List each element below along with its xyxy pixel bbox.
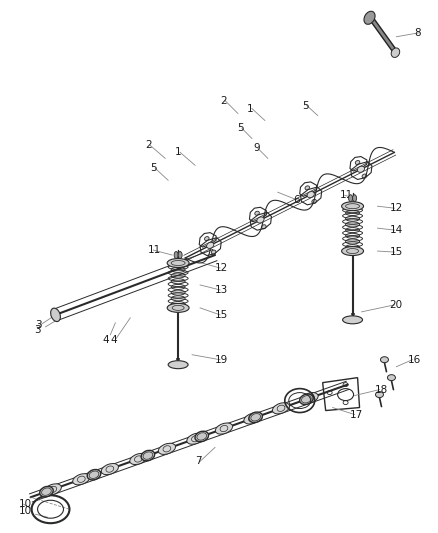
Ellipse shape (357, 166, 364, 172)
Ellipse shape (158, 443, 176, 455)
Ellipse shape (355, 160, 360, 165)
Text: 14: 14 (389, 225, 403, 235)
Ellipse shape (187, 433, 204, 445)
Text: 10: 10 (19, 506, 32, 516)
Ellipse shape (215, 423, 233, 434)
Text: 19: 19 (215, 354, 228, 365)
Ellipse shape (168, 361, 188, 369)
Ellipse shape (342, 247, 364, 255)
Ellipse shape (353, 195, 357, 201)
Ellipse shape (381, 357, 389, 362)
Ellipse shape (364, 11, 375, 25)
Ellipse shape (87, 470, 101, 480)
Ellipse shape (40, 487, 53, 497)
Ellipse shape (349, 195, 353, 201)
Ellipse shape (130, 454, 147, 465)
Ellipse shape (207, 243, 214, 248)
Ellipse shape (272, 403, 290, 414)
Text: 6: 6 (293, 195, 300, 205)
Text: 1: 1 (247, 103, 254, 114)
Text: 17: 17 (350, 409, 363, 419)
Text: 2: 2 (145, 140, 152, 150)
Text: 2: 2 (220, 95, 226, 106)
Ellipse shape (141, 450, 155, 461)
Text: 20: 20 (389, 300, 403, 310)
Ellipse shape (174, 252, 178, 259)
Text: 10: 10 (19, 499, 32, 509)
Ellipse shape (101, 464, 118, 475)
Text: 15: 15 (389, 247, 403, 257)
Ellipse shape (51, 308, 60, 321)
Ellipse shape (343, 316, 363, 324)
Text: 5: 5 (150, 163, 157, 173)
Ellipse shape (342, 201, 364, 211)
Ellipse shape (167, 303, 189, 312)
Text: 13: 13 (215, 285, 228, 295)
Ellipse shape (205, 237, 209, 240)
Text: 12: 12 (389, 203, 403, 213)
Text: 4: 4 (110, 335, 117, 345)
Ellipse shape (244, 413, 261, 424)
Ellipse shape (212, 250, 216, 254)
Text: 3: 3 (34, 325, 41, 335)
Text: 11: 11 (339, 190, 353, 200)
Text: 8: 8 (414, 28, 421, 38)
Text: 7: 7 (195, 456, 202, 466)
Ellipse shape (362, 174, 367, 178)
Ellipse shape (312, 199, 316, 204)
Text: 4: 4 (102, 335, 109, 345)
Ellipse shape (300, 394, 313, 405)
Ellipse shape (255, 211, 259, 215)
Ellipse shape (257, 217, 264, 223)
Text: 12: 12 (215, 263, 228, 273)
Ellipse shape (301, 393, 318, 403)
Ellipse shape (249, 412, 262, 423)
Text: 15: 15 (215, 310, 228, 320)
Ellipse shape (375, 392, 384, 398)
Ellipse shape (391, 48, 400, 58)
Text: 5: 5 (302, 101, 308, 110)
Ellipse shape (44, 484, 61, 495)
Text: 9: 9 (253, 143, 260, 154)
Text: 11: 11 (148, 245, 162, 255)
Ellipse shape (261, 225, 266, 229)
Text: 18: 18 (374, 385, 388, 394)
Ellipse shape (388, 375, 396, 381)
Ellipse shape (178, 252, 182, 259)
Text: 16: 16 (407, 354, 420, 365)
Text: 1: 1 (175, 147, 182, 157)
Ellipse shape (167, 259, 189, 268)
Ellipse shape (73, 474, 90, 485)
Ellipse shape (195, 431, 208, 442)
Text: 5: 5 (237, 124, 244, 133)
Ellipse shape (307, 191, 314, 198)
Text: 3: 3 (35, 320, 42, 330)
Ellipse shape (305, 186, 310, 190)
